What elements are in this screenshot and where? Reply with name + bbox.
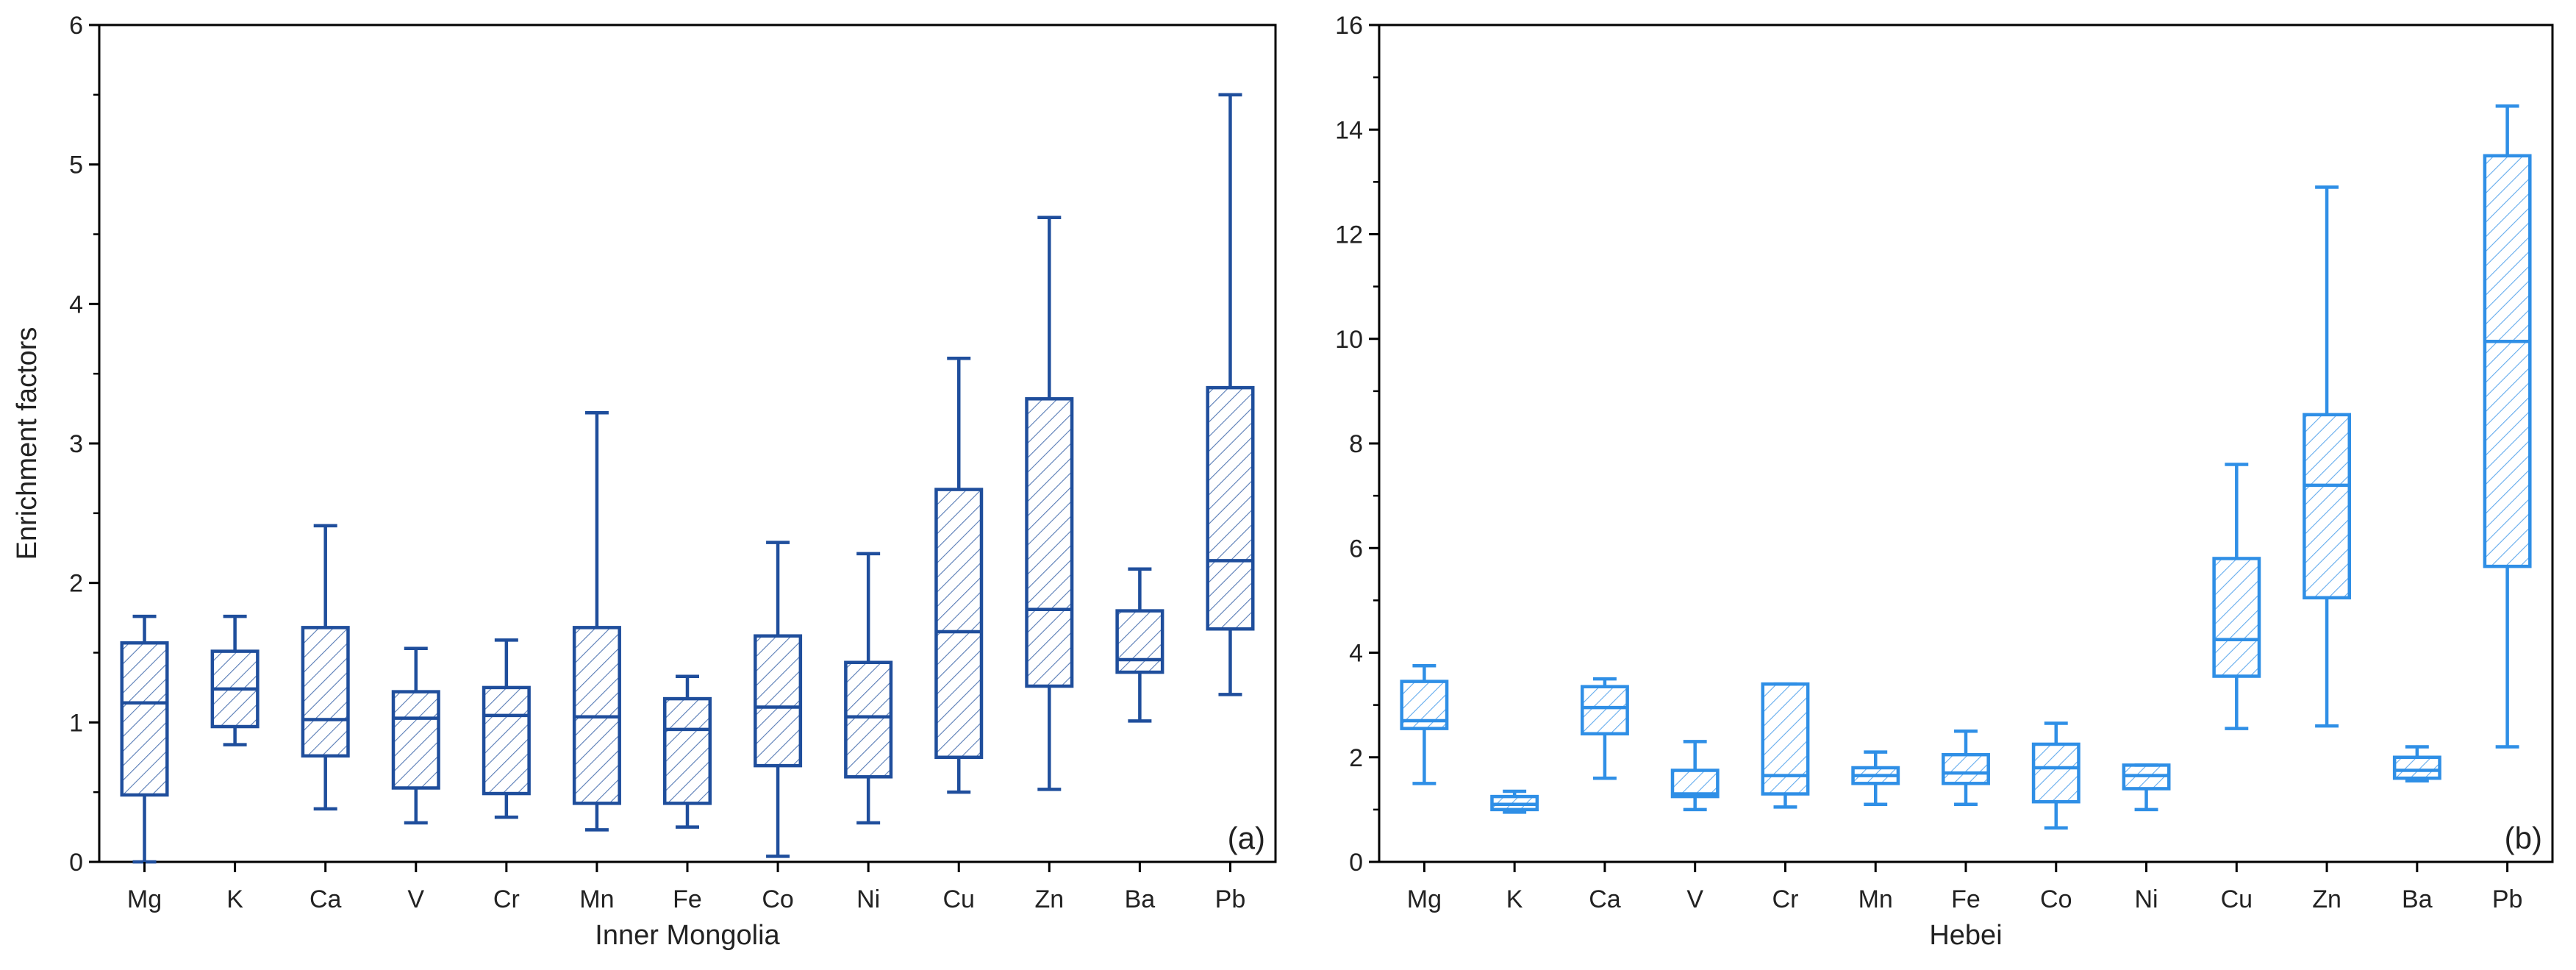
iqr-box	[1115, 609, 1164, 674]
x-tick-label: K	[1506, 885, 1523, 913]
box-ni	[844, 552, 893, 825]
x-tick-label: Mg	[127, 885, 162, 913]
x-tick-label: Fe	[673, 885, 702, 913]
box-ba	[2392, 745, 2441, 783]
x-axis-title: Inner Mongolia	[595, 920, 780, 951]
iqr-box	[754, 634, 803, 768]
iqr-box	[2303, 413, 2352, 600]
y-tick-label: 14	[1335, 116, 1363, 144]
iqr-box	[844, 660, 893, 779]
x-tick-label: K	[226, 885, 243, 913]
y-tick-label: 0	[1349, 849, 1363, 877]
x-tick-label: Mn	[1858, 885, 1893, 913]
box-ba	[1115, 567, 1164, 723]
iqr-box	[2212, 557, 2261, 678]
x-tick-label: Zn	[1034, 885, 1064, 913]
y-tick-label: 2	[1349, 744, 1363, 772]
y-tick-label: 3	[69, 430, 83, 458]
iqr-box	[2483, 154, 2532, 568]
x-tick-label: Ni	[2134, 885, 2158, 913]
iqr-box	[662, 696, 712, 805]
box-ni	[2122, 763, 2171, 812]
iqr-box	[2392, 755, 2441, 780]
y-tick-label: 1	[69, 709, 83, 737]
y-tick-label: 6	[1349, 535, 1363, 563]
y-tick-label: 4	[69, 290, 83, 318]
box-pb	[1206, 93, 1255, 696]
box-ca	[1580, 677, 1629, 780]
iqr-box	[1025, 397, 1074, 688]
box-zn	[1025, 215, 1074, 791]
box-cr	[482, 638, 531, 819]
iqr-box	[1761, 682, 1810, 796]
iqr-box	[120, 641, 169, 797]
y-tick-label: 5	[69, 151, 83, 179]
panel-a-inner-mongolia: 0 1 2 3 4 5 6 Mg K Ca V Cr Mn Fe Co Ni Cu Zn Ba Pb Inner Mon…	[12, 12, 1277, 951]
iqr-box	[1670, 768, 1720, 799]
iqr-box	[934, 488, 984, 760]
panel-label: (b)	[2505, 821, 2542, 855]
y-tick-label: 0	[69, 849, 83, 877]
box-co	[2031, 721, 2081, 830]
x-tick-label: Co	[762, 885, 793, 913]
box-fe	[1942, 729, 1990, 807]
y-tick-label: 4	[1349, 640, 1363, 668]
x-tick-label: Cr	[1772, 885, 1799, 913]
x-tick-label: Pb	[2492, 885, 2523, 913]
iqr-box	[1942, 752, 1990, 785]
box-pb	[2483, 104, 2532, 749]
iqr-box	[301, 626, 350, 758]
box-mg	[1400, 664, 1449, 785]
x-tick-label: V	[407, 885, 424, 913]
iqr-box	[482, 685, 531, 796]
y-tick-label: 10	[1335, 326, 1363, 354]
iqr-box	[391, 690, 440, 790]
box-cu	[2212, 463, 2261, 730]
y-axis-title: Enrichment factors	[12, 327, 43, 560]
x-tick-label: Fe	[1951, 885, 1981, 913]
box-cr	[1761, 682, 1810, 809]
y-tick-label: 16	[1335, 12, 1363, 40]
box-mg	[120, 614, 169, 864]
x-tick-label: Co	[2040, 885, 2072, 913]
y-tick-label: 2	[69, 570, 83, 598]
box-zn	[2303, 185, 2352, 728]
x-axis-title: Hebei	[1929, 920, 2002, 951]
x-tick-label: Ba	[2402, 885, 2433, 913]
box-v	[391, 646, 440, 825]
x-tick-label: Mg	[1407, 885, 1442, 913]
box-cu	[934, 357, 984, 794]
iqr-box	[1206, 385, 1255, 631]
box-mn	[1851, 750, 1900, 807]
x-tick-label: Ni	[856, 885, 880, 913]
x-tick-label: Pb	[1215, 885, 1246, 913]
x-tick-label: Mn	[579, 885, 614, 913]
box-k	[210, 614, 260, 746]
x-tick-label: Cu	[2221, 885, 2253, 913]
x-tick-label: Ca	[310, 885, 342, 913]
x-tick-label: V	[1686, 885, 1703, 913]
x-tick-label: Ba	[1125, 885, 1156, 913]
box-k	[1490, 789, 1539, 814]
y-tick-label: 6	[69, 12, 83, 40]
box-mn	[572, 411, 621, 832]
x-tick-label: Zn	[2312, 885, 2341, 913]
iqr-box	[2031, 742, 2081, 804]
box-co	[754, 541, 803, 858]
box-fe	[662, 674, 712, 829]
y-tick-label: 12	[1335, 221, 1363, 249]
panel-label: (a)	[1228, 821, 1265, 855]
x-tick-label: Ca	[1589, 885, 1621, 913]
x-tick-label: Cr	[493, 885, 520, 913]
y-tick-label: 8	[1349, 430, 1363, 458]
iqr-box	[1580, 685, 1629, 735]
box-ca	[301, 524, 350, 811]
box-v	[1670, 740, 1720, 812]
x-tick-label: Cu	[942, 885, 974, 913]
panel-b-hebei: 0 2 4 6 8 10 12 14 16 Mg K Ca V Cr Mn Fe Co Ni Cu Zn Ba Pb Heb…	[1335, 12, 2554, 951]
